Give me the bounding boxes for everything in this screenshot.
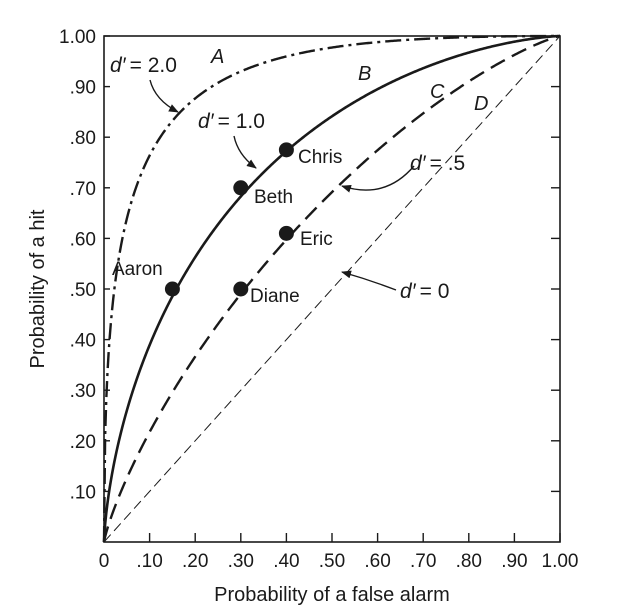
x-tick-label: .50 xyxy=(319,551,345,572)
d-prime-value: = .5 xyxy=(430,152,466,175)
data-point-chris xyxy=(278,142,294,158)
y-tick-label: 1.00 xyxy=(59,27,96,48)
curve-letter-d: D xyxy=(474,93,488,115)
annotation-d-prime-1: d′ = 1.0 xyxy=(198,110,265,133)
data-point-beth xyxy=(233,180,249,196)
arrow-d-prime-2 xyxy=(149,79,179,113)
data-points xyxy=(164,142,294,297)
d-prime-symbol: d′ xyxy=(198,110,215,133)
y-tick-label: .70 xyxy=(70,179,96,200)
curve-letter-c: C xyxy=(430,81,445,103)
point-label-eric: Eric xyxy=(300,229,333,250)
curve-letter-a: A xyxy=(210,46,224,68)
d-prime-value: = 0 xyxy=(420,280,450,303)
x-tick-label: .70 xyxy=(410,551,436,572)
point-label-diane: Diane xyxy=(250,286,300,307)
x-axis-title: Probability of a false alarm xyxy=(214,584,450,606)
y-tick-label: .20 xyxy=(70,432,96,453)
annotation-d-prime-0: d′ = 0 xyxy=(400,280,449,303)
y-tick-label: .30 xyxy=(70,381,96,402)
x-tick-labels: 0 .10 .20 .30 .40 .50 .60 .70 .80 .90 1.00 xyxy=(99,551,579,572)
x-tick-label: .90 xyxy=(501,551,527,572)
x-tick-label: .60 xyxy=(364,551,390,572)
x-tick-label: .30 xyxy=(228,551,254,572)
x-tick-label: .40 xyxy=(273,551,299,572)
arrow-d-prime-1 xyxy=(233,135,257,169)
point-label-beth: Beth xyxy=(254,187,293,208)
roc-curve-c xyxy=(102,34,561,543)
x-tick-label: .20 xyxy=(182,551,208,572)
arrow-d-prime-05 xyxy=(341,165,415,193)
data-point-aaron xyxy=(164,281,180,297)
y-axis-title: Probability of a hit xyxy=(27,209,49,368)
y-tick-label: .10 xyxy=(70,482,96,503)
roc-curve-a xyxy=(102,34,560,543)
y-tick-labels: .10 .20 .30 .40 .50 .60 .70 .80 .90 1.00 xyxy=(59,27,96,503)
d-prime-symbol: d′ xyxy=(410,152,427,175)
d-prime-symbol: d′ xyxy=(400,280,417,303)
y-tick-label: .40 xyxy=(70,331,96,352)
x-tick-label: .10 xyxy=(136,551,162,572)
y-tick-label: .50 xyxy=(70,280,96,301)
point-label-aaron: Aaron xyxy=(112,259,163,280)
data-point-diane xyxy=(233,281,249,297)
annotation-d-prime-2: d′ = 2.0 xyxy=(110,54,177,77)
d-prime-value: = 2.0 xyxy=(130,54,177,77)
point-label-chris: Chris xyxy=(298,147,342,168)
data-point-eric xyxy=(278,225,294,241)
roc-curve-d xyxy=(103,35,561,543)
y-tick-label: .60 xyxy=(70,229,96,250)
x-tick-label: .80 xyxy=(456,551,482,572)
y-tick-label: .80 xyxy=(70,128,96,149)
annotation-d-prime-05: d′ = .5 xyxy=(410,152,465,175)
roc-curve-b xyxy=(102,34,561,543)
d-prime-value: = 1.0 xyxy=(218,110,265,133)
arrow-d-prime-0 xyxy=(341,270,397,291)
curve-letter-b: B xyxy=(358,63,371,85)
x-tick-label: 0 xyxy=(99,551,110,572)
d-prime-symbol: d′ xyxy=(110,54,127,77)
x-tick-label: 1.00 xyxy=(542,551,579,572)
y-tick-label: .90 xyxy=(70,78,96,99)
